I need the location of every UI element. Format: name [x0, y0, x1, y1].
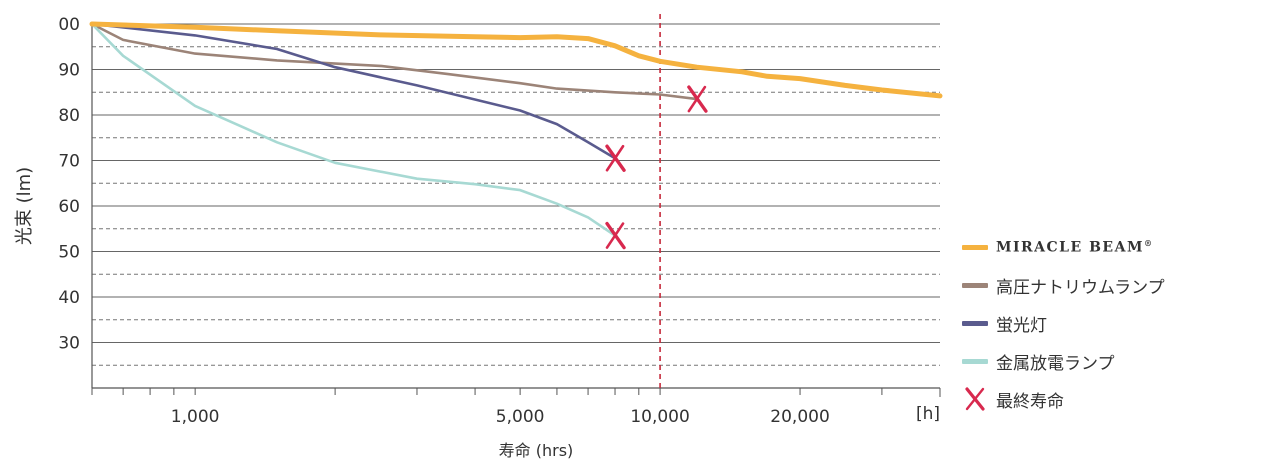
legend-label: 高圧ナトリウムランプ — [996, 277, 1165, 298]
legend-swatch — [962, 244, 988, 250]
series-line-4 — [90, 22, 617, 237]
end-of-life-marker — [687, 85, 708, 113]
legend-item-1: MIRACLE BEAM® — [962, 228, 1267, 266]
y-tick-label: 90 — [58, 61, 80, 81]
x-mark-stroke — [605, 222, 625, 249]
x-mark-stroke — [687, 85, 707, 113]
legend-item-4: 金属放電ランプ — [962, 342, 1267, 380]
y-tick-label: 40 — [58, 288, 80, 308]
x-mark-icon — [962, 387, 988, 411]
y-tick-label: 80 — [58, 106, 80, 126]
series-line-2 — [90, 22, 699, 101]
end-of-life-marker — [605, 221, 626, 250]
x-unit-label: [h] — [916, 404, 940, 424]
end-of-life-marker — [605, 144, 626, 172]
registered-mark: ® — [1143, 238, 1154, 249]
x-tick-label: 20,000 — [770, 407, 829, 427]
x-tick-label: 10,000 — [630, 407, 689, 427]
y-tick-label: 50 — [58, 243, 80, 263]
series-line-1 — [89, 21, 943, 99]
legend-item-2: 高圧ナトリウムランプ — [962, 266, 1267, 304]
legend-label-end-of-life: 最終寿命 — [996, 391, 1064, 412]
y-tick-label: 60 — [58, 197, 80, 217]
y-tick-label: 00 — [58, 15, 80, 35]
legend-label: 金属放電ランプ — [996, 353, 1115, 374]
y-tick-label: 30 — [58, 334, 80, 354]
legend-item-3: 蛍光灯 — [962, 304, 1267, 342]
x-tick-label: 5,000 — [496, 407, 545, 427]
x-axis-title: 寿命 (hrs) — [499, 441, 574, 460]
y-tick-label: 70 — [58, 152, 80, 172]
y-axis-title: 光束 (lm) — [14, 167, 35, 245]
legend-label: 蛍光灯 — [996, 315, 1047, 336]
chart-legend: MIRACLE BEAM® 高圧ナトリウムランプ 蛍光灯金属放電ランプ 最終寿命 — [962, 228, 1267, 418]
x-mark-stroke — [605, 144, 625, 172]
legend-swatch — [962, 358, 988, 364]
life-curve-chart: 00 90 80 70 60 50 40 30 1,000 5,000 10,000 20,000 [h… — [14, 14, 943, 460]
series-line-3 — [90, 22, 617, 160]
legend-item-end-of-life: 最終寿命 — [962, 380, 1267, 418]
legend-swatch — [962, 282, 988, 288]
x-tick-label: 1,000 — [171, 407, 220, 427]
legend-label: MIRACLE BEAM® — [996, 238, 1154, 256]
legend-swatch — [962, 320, 988, 326]
